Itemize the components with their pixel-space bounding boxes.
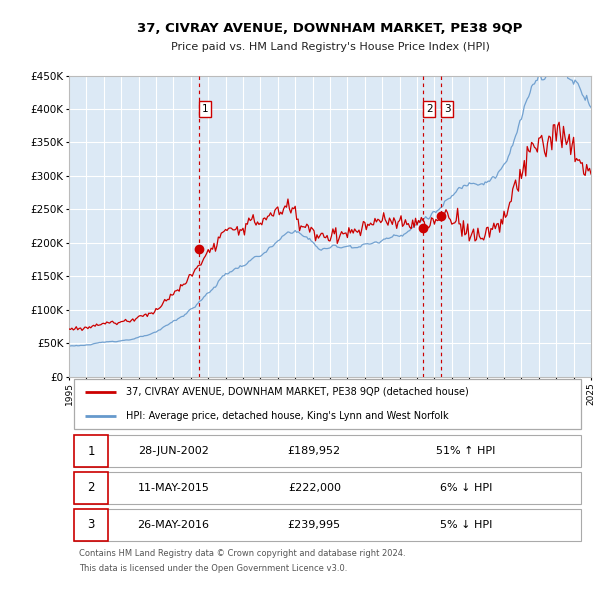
Bar bbox=[74, 472, 108, 504]
Text: £239,995: £239,995 bbox=[288, 520, 341, 530]
Bar bbox=[74, 472, 581, 504]
Text: 3: 3 bbox=[88, 518, 95, 531]
Text: £222,000: £222,000 bbox=[288, 483, 341, 493]
Text: Price paid vs. HM Land Registry's House Price Index (HPI): Price paid vs. HM Land Registry's House … bbox=[170, 42, 490, 52]
Text: 6% ↓ HPI: 6% ↓ HPI bbox=[440, 483, 492, 493]
Text: This data is licensed under the Open Government Licence v3.0.: This data is licensed under the Open Gov… bbox=[79, 564, 348, 573]
Text: 37, CIVRAY AVENUE, DOWNHAM MARKET, PE38 9QP (detached house): 37, CIVRAY AVENUE, DOWNHAM MARKET, PE38 … bbox=[127, 386, 469, 396]
Bar bbox=[74, 435, 581, 467]
Text: 1: 1 bbox=[202, 104, 209, 114]
Text: HPI: Average price, detached house, King's Lynn and West Norfolk: HPI: Average price, detached house, King… bbox=[127, 411, 449, 421]
Bar bbox=[74, 509, 108, 540]
Text: 51% ↑ HPI: 51% ↑ HPI bbox=[436, 447, 496, 456]
Text: £189,952: £189,952 bbox=[288, 447, 341, 456]
Bar bbox=[74, 509, 581, 540]
Text: 5% ↓ HPI: 5% ↓ HPI bbox=[440, 520, 492, 530]
Text: 28-JUN-2002: 28-JUN-2002 bbox=[138, 447, 209, 456]
Text: 3: 3 bbox=[444, 104, 451, 114]
Text: 2: 2 bbox=[88, 481, 95, 494]
Bar bbox=[74, 435, 108, 467]
Text: 1: 1 bbox=[88, 445, 95, 458]
Text: Contains HM Land Registry data © Crown copyright and database right 2024.: Contains HM Land Registry data © Crown c… bbox=[79, 549, 406, 558]
Text: 26-MAY-2016: 26-MAY-2016 bbox=[137, 520, 209, 530]
Text: 2: 2 bbox=[426, 104, 433, 114]
Text: 37, CIVRAY AVENUE, DOWNHAM MARKET, PE38 9QP: 37, CIVRAY AVENUE, DOWNHAM MARKET, PE38 … bbox=[137, 22, 523, 35]
Text: 11-MAY-2015: 11-MAY-2015 bbox=[137, 483, 209, 493]
